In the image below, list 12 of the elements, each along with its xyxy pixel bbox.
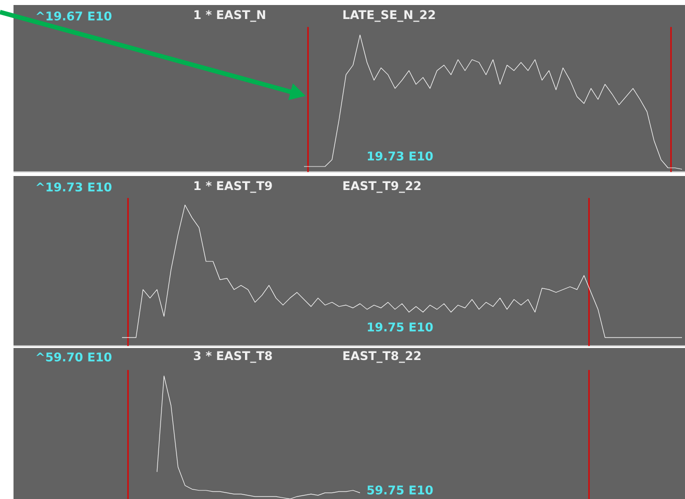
chart-title: 1 * EAST_N [194,10,266,22]
chart-title: 3 * EAST_T8 [194,351,272,363]
text: ^19.67 E10 [36,11,112,21]
chart-subtitle: EAST_T9_22 [343,181,421,193]
text: ^59.70 E10 [36,352,112,362]
text: ^19.73 E10 [36,182,112,192]
chart-subtitle: LATE_SE_N_22 [343,10,435,22]
annotation: 19.73 E10 [368,151,433,161]
chart-subtitle: EAST_T8_22 [343,351,421,363]
chart-title: 1 * EAST_T9 [194,181,272,193]
annotation: 59.75 E10 [367,485,433,495]
annotation: 19.75 E10 [368,322,433,332]
